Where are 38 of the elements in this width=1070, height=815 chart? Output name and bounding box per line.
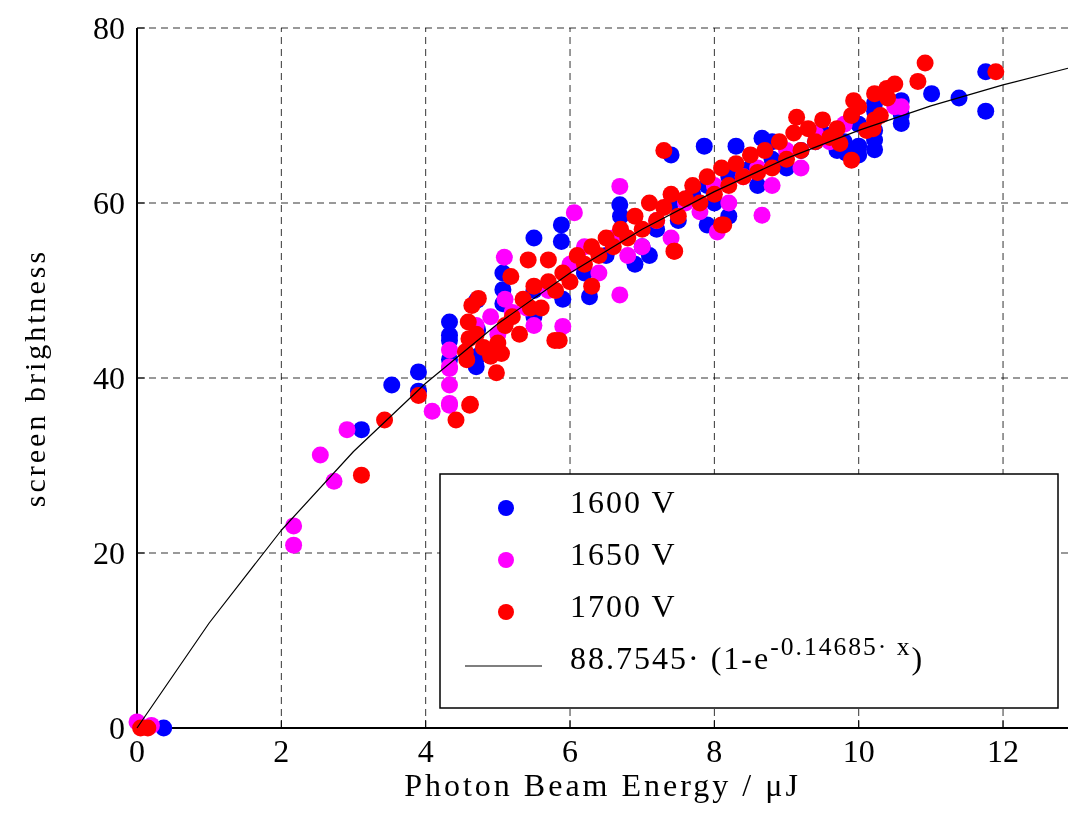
point [611,286,629,304]
y-tick-label: 40 [93,360,125,397]
point [554,317,572,335]
legend-label: 88.7545· (1-e$^{-0.14685· x}$) [570,631,925,677]
legend-label: 1700 V [570,588,677,625]
y-tick-label: 60 [93,185,125,222]
point [441,341,458,359]
point [619,247,637,264]
point [525,317,543,334]
x-axis-title: Photon Beam Energy / μJ [404,767,801,803]
point [565,204,583,222]
point [325,472,343,490]
legend-label: 1650 V [570,536,677,573]
point [423,402,441,420]
x-tick-label: 2 [273,733,290,769]
point [763,177,781,194]
point [720,194,738,212]
y-tick-label: 80 [93,10,125,47]
point [496,290,514,308]
point [311,446,329,464]
x-tick-label: 10 [842,733,875,769]
x-tick-label: 6 [562,733,579,769]
legend-label: 1600 V [570,484,677,521]
point [495,248,513,266]
x-tick-label: 12 [987,733,1020,769]
point [285,517,303,535]
point [611,177,629,195]
point [753,206,771,224]
y-tick-label: 20 [93,535,125,572]
y-axis-title: screen brightness [18,248,51,508]
x-tick-label: 4 [417,733,434,769]
point [792,159,810,177]
point [285,536,303,554]
point [338,421,356,439]
point [441,376,458,394]
point [590,264,608,282]
x-tick-label: 8 [706,733,723,769]
point [482,308,500,326]
